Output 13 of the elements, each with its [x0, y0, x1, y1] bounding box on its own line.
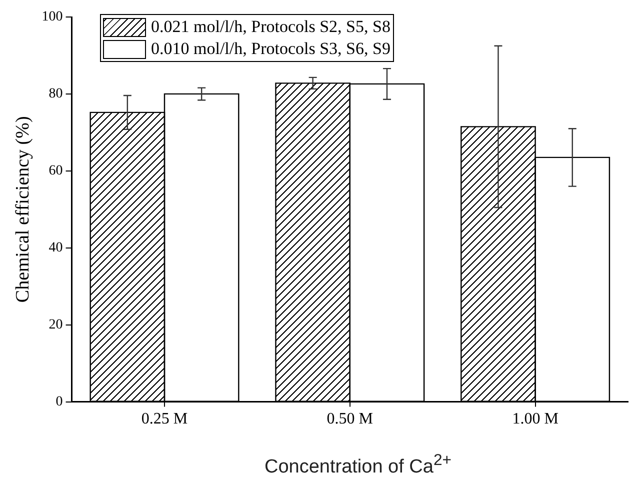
x-tick-label: 1.00 M	[512, 410, 558, 428]
x-tick-label: 0.50 M	[326, 410, 374, 428]
x-axis-title: Concentration of Ca$^{2+}$	[263, 452, 453, 478]
y-axis-title: Chemical efficiency (%)	[12, 116, 34, 303]
y-tick-label: 40	[48, 240, 63, 256]
y-tick-label: 60	[48, 164, 63, 179]
y-tick-label: 20	[48, 318, 63, 333]
y-tick-label: 100	[42, 10, 63, 25]
x-tick-label: 0.25 M	[141, 410, 188, 428]
y-tick-label: 80	[48, 86, 63, 102]
legend-label: 0.021 mol/l/h, Protocols S2, S5, S8	[151, 17, 390, 37]
y-tick-label: 0	[56, 394, 63, 410]
legend-label: 0.010 mol/l/h, Protocols S3, S6, S9	[151, 39, 390, 59]
